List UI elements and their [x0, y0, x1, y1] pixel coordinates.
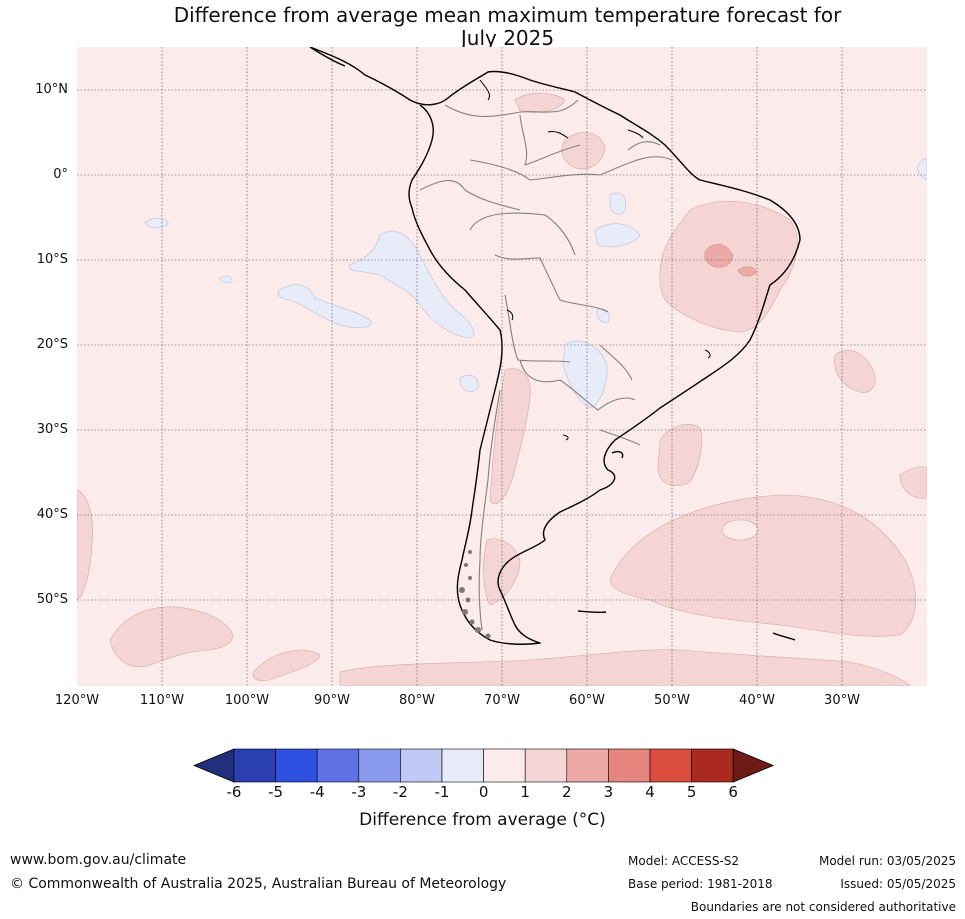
colorbar-cell	[566, 748, 609, 783]
map-title-line1: Difference from average mean maximum tem…	[173, 3, 842, 27]
colorbar-cell	[649, 748, 692, 783]
colorbar-cell	[275, 748, 318, 783]
colorbar-tick-label: 4	[645, 783, 655, 801]
colorbar-tick-label: -6	[226, 783, 242, 801]
issued-text: Issued: 05/05/2025	[840, 877, 956, 891]
lat-label: 50°S	[36, 592, 68, 607]
colorbar-tick-label: 5	[686, 783, 697, 801]
coastline	[309, 47, 801, 645]
boundaries-note: Boundaries are not considered authoritat…	[690, 900, 956, 914]
lon-label: 60°W	[569, 693, 605, 708]
colorbar-cell	[358, 748, 401, 783]
southern-archipelago	[459, 550, 491, 639]
small-features	[479, 79, 711, 441]
colorbar-tick-label: -5	[268, 783, 284, 801]
lat-label: 10°S	[36, 252, 68, 267]
lon-label: 90°W	[314, 693, 350, 708]
lon-label: 50°W	[654, 693, 690, 708]
lat-label: 10°N	[35, 82, 68, 97]
colorbar-cell	[524, 748, 568, 783]
lat-label: 20°S	[36, 337, 68, 352]
lon-label: 100°W	[224, 693, 270, 708]
base-period-text: Base period: 1981-2018	[628, 877, 773, 891]
colorbar-cell	[691, 748, 734, 783]
colorbar-svg	[192, 748, 775, 783]
lat-label: 30°S	[36, 422, 68, 437]
colorbar-extend-low	[192, 748, 235, 783]
colorbar-cell	[316, 748, 360, 783]
colorbar-extend-high	[732, 748, 775, 783]
lon-label: 80°W	[399, 693, 435, 708]
lon-label: 30°W	[824, 693, 860, 708]
anomaly-neg1-to-0-regions	[144, 158, 927, 409]
colorbar-tick-label: -2	[392, 783, 408, 801]
website-link[interactable]: www.bom.gov.au/climate	[10, 852, 187, 868]
colorbar-tick-label: -3	[351, 783, 367, 801]
model-text: Model: ACCESS-S2	[628, 854, 740, 868]
colorbar-tick-label: 2	[562, 783, 572, 801]
anomaly-2-to-3-regions	[704, 244, 757, 277]
lon-label: 70°W	[484, 693, 520, 708]
colorbar-tick-label: 0	[478, 783, 489, 801]
colorbar-cell	[608, 748, 651, 783]
colorbar-tick-label: -1	[434, 783, 450, 801]
colorbar-cell	[483, 748, 526, 783]
colorbar-cell	[233, 748, 276, 783]
map-title: Difference from average mean maximum tem…	[0, 4, 965, 50]
colorbar	[0, 740, 965, 840]
lon-label: 110°W	[139, 693, 185, 708]
copyright-text: © Commonwealth of Australia 2025, Austra…	[10, 876, 507, 892]
model-run-text: Model run: 03/05/2025	[818, 854, 956, 868]
map-svg	[77, 47, 927, 686]
lon-label: 120°W	[54, 693, 100, 708]
colorbar-cell	[441, 748, 484, 783]
forecast-map	[77, 47, 927, 686]
colorbar-tick-label: 6	[728, 783, 738, 801]
cool-patch-south-atlantic	[721, 519, 759, 541]
anomaly-1-to-2-regions	[77, 92, 927, 686]
colorbar-label: Difference from average (°C)	[359, 810, 606, 830]
colorbar-cell	[400, 748, 443, 783]
lon-label: 40°W	[739, 693, 775, 708]
map-title-line2: July 2025	[460, 26, 555, 50]
lat-label: 40°S	[36, 507, 68, 522]
colorbar-tick-label: 3	[603, 783, 614, 801]
colorbar-tick-label: 1	[520, 783, 530, 801]
gridlines	[77, 47, 927, 686]
colorbar-tick-label: -4	[309, 783, 325, 801]
country-borders	[419, 99, 673, 631]
lat-label: 0°	[53, 167, 68, 182]
